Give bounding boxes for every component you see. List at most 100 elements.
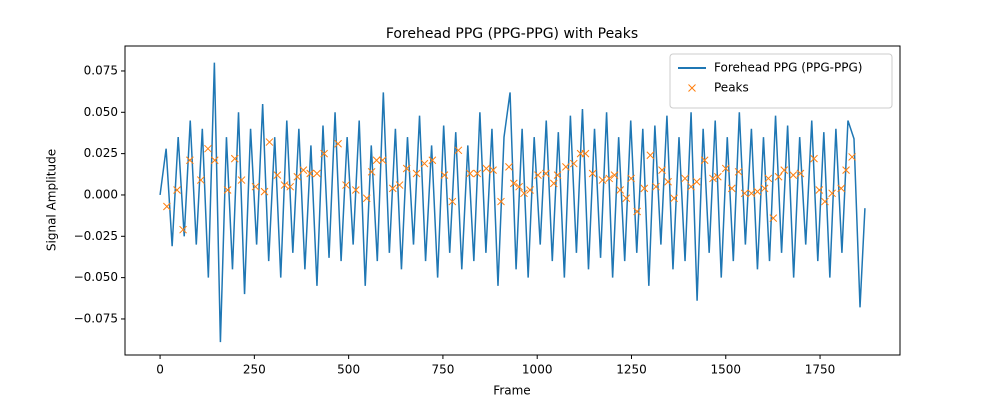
- peak-marker: [265, 138, 274, 146]
- peak-marker: [280, 181, 289, 189]
- peak-marker: [412, 169, 421, 178]
- peak-marker: [727, 184, 736, 193]
- peak-marker: [454, 146, 463, 155]
- peak-marker: [780, 166, 789, 175]
- peak-marker: [534, 171, 542, 179]
- plot-frame: [124, 45, 901, 356]
- chart-title: Forehead PPG (PPG-PPG) with Peaks: [386, 26, 638, 42]
- peak-marker: [740, 189, 749, 198]
- peak-marker: [633, 207, 641, 216]
- peak-marker: [569, 159, 578, 168]
- y-tick-label: −0.075: [74, 311, 118, 325]
- peak-marker: [186, 156, 194, 165]
- peak-marker: [526, 186, 534, 194]
- peak-marker: [646, 151, 655, 160]
- peak-marker: [509, 179, 518, 188]
- peak-marker: [848, 153, 856, 161]
- peak-marker: [306, 169, 315, 178]
- peak-marker: [664, 177, 672, 186]
- signal-line: [159, 62, 866, 343]
- legend-label: Forehead PPG (PPG-PPG): [714, 61, 862, 75]
- y-tick-label: 0.050: [84, 105, 118, 119]
- peak-marker: [553, 171, 562, 179]
- x-tick-label: 1000: [522, 363, 553, 377]
- peak-marker: [700, 156, 709, 165]
- peak-marker: [821, 197, 829, 206]
- peak-marker: [616, 186, 625, 194]
- y-tick-label: −0.025: [74, 229, 118, 243]
- peak-marker: [627, 174, 635, 183]
- peak-marker: [351, 186, 360, 194]
- peak-marker: [210, 156, 219, 165]
- x-tick-label: 500: [337, 363, 360, 377]
- peak-marker: [692, 177, 701, 186]
- x-axis-label: Frame: [493, 384, 530, 398]
- peak-marker: [598, 176, 607, 184]
- peak-marker: [842, 166, 850, 175]
- peak-marker: [670, 194, 678, 203]
- peak-marker: [753, 187, 762, 196]
- peak-marker: [549, 179, 558, 188]
- peak-marker: [334, 139, 342, 148]
- peak-marker: [273, 171, 282, 179]
- x-tick-label: 250: [243, 363, 266, 377]
- peak-marker: [237, 176, 246, 184]
- peak-marker: [520, 189, 528, 198]
- peak-marker: [789, 171, 798, 179]
- y-tick-label: 0.025: [84, 146, 118, 160]
- peak-marker: [810, 154, 818, 163]
- peak-marker: [342, 181, 350, 189]
- peak-marker: [362, 194, 371, 203]
- peak-marker: [372, 156, 381, 165]
- peak-marker: [223, 186, 232, 194]
- peak-marker: [204, 144, 212, 153]
- peak-marker: [448, 197, 457, 206]
- peak-marker: [605, 174, 614, 183]
- peak-marker: [837, 184, 846, 193]
- y-tick-label: 0.075: [84, 63, 118, 77]
- peak-marker: [367, 167, 376, 176]
- y-axis-label: Signal Amplitude: [45, 149, 59, 251]
- peak-marker: [497, 197, 505, 206]
- peak-marker: [515, 182, 523, 191]
- peak-marker: [622, 194, 631, 203]
- peak-marker: [760, 184, 769, 193]
- x-tick-label: 1750: [805, 363, 836, 377]
- peak-marker: [681, 174, 689, 183]
- peak-marker: [260, 187, 269, 196]
- peak-marker: [173, 186, 181, 194]
- legend-box: [669, 53, 893, 109]
- peak-marker: [828, 189, 836, 198]
- y-tick-label: 0.000: [84, 187, 118, 201]
- peak-marker: [764, 174, 773, 183]
- peak-marker: [562, 163, 570, 171]
- peak-marker: [196, 176, 205, 184]
- y-tick-label: −0.050: [74, 270, 118, 284]
- peak-marker: [299, 166, 308, 175]
- peak-marker: [466, 169, 474, 178]
- peak-marker: [640, 184, 649, 193]
- peak-marker: [505, 163, 513, 171]
- peak-marker: [251, 182, 260, 191]
- peak-marker: [402, 164, 411, 173]
- peak-marker: [796, 169, 805, 178]
- peak-marker: [747, 189, 756, 198]
- peak-marker: [440, 171, 449, 179]
- peak-marker: [473, 169, 482, 178]
- peak-marker: [721, 164, 730, 173]
- peak-marker: [588, 169, 597, 178]
- x-tick-label: 1500: [710, 363, 741, 377]
- peak-marker: [395, 181, 404, 189]
- peak-marker: [482, 164, 491, 173]
- peak-marker: [286, 182, 295, 191]
- peak-marker: [581, 149, 590, 158]
- x-tick-label: 1250: [616, 363, 647, 377]
- peak-marker: [428, 156, 437, 165]
- x-tick-label: 750: [431, 363, 454, 377]
- peak-marker: [230, 154, 239, 163]
- peak-marker: [293, 172, 302, 181]
- peak-marker: [163, 202, 171, 211]
- peak-marker: [709, 174, 717, 183]
- peak-marker: [320, 149, 328, 158]
- peak-marker: [179, 225, 187, 234]
